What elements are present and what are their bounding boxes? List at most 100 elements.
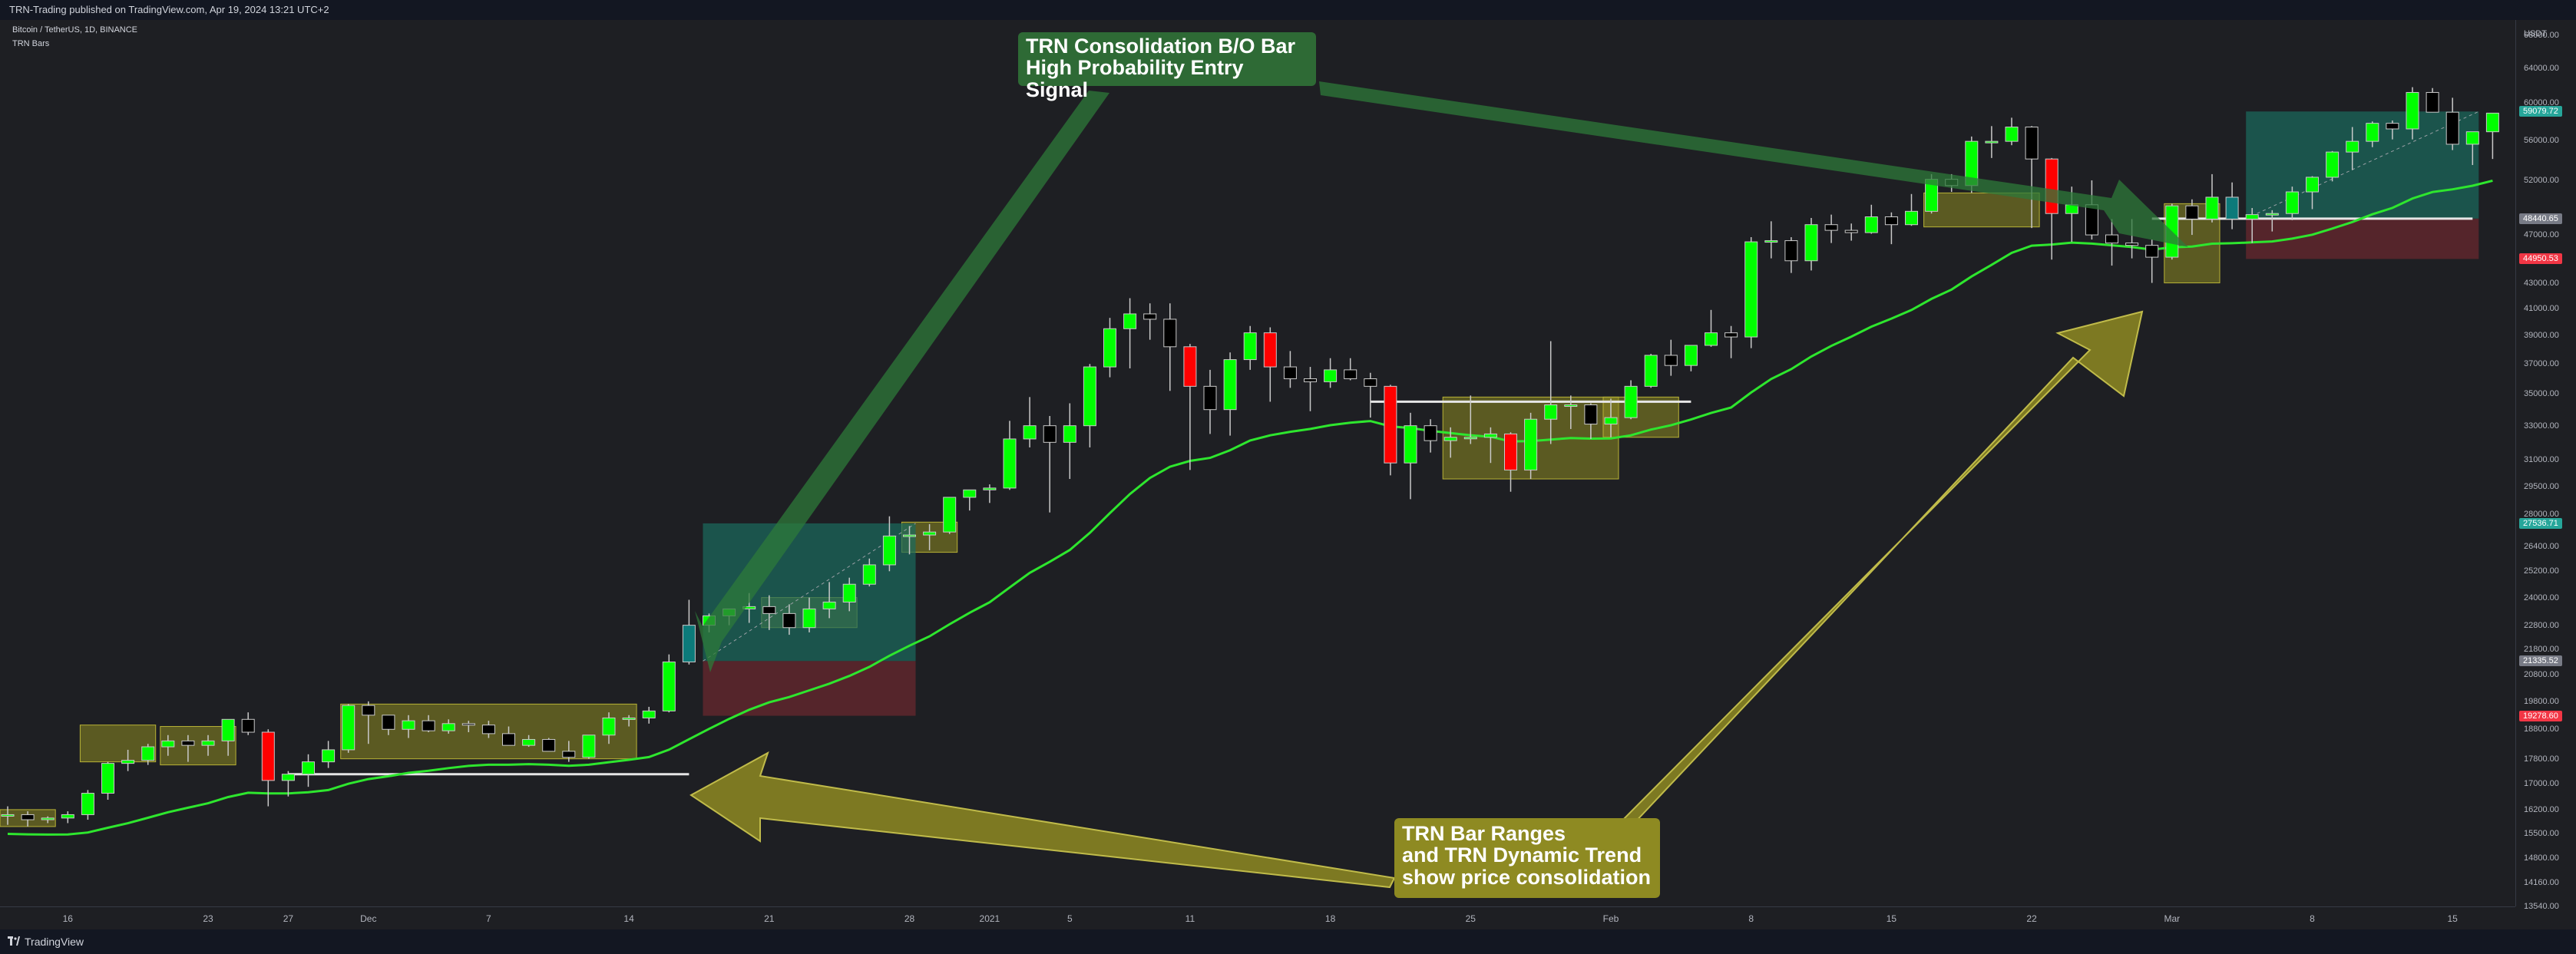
candle-body	[1705, 332, 1718, 346]
price-tick-label: 22800.00	[2524, 620, 2559, 630]
candle-body	[1023, 425, 1037, 440]
candle-body	[461, 723, 475, 726]
position-stop-zone	[703, 661, 916, 716]
candle-body	[201, 740, 215, 746]
time-tick-label: 23	[203, 913, 213, 924]
candle-body	[322, 749, 336, 763]
time-axis[interactable]: 16 23 27 Dec 7 14 21 28 2021 5 11 18 25 Feb 8 15 22 Mar 8 1…	[0, 906, 2515, 930]
price-axis-currency: USDT	[2524, 29, 2547, 38]
candle-body	[562, 751, 576, 758]
callout-line: High Probability Entry Signal	[1026, 56, 1244, 101]
candle-body	[903, 534, 916, 537]
candle-body	[2225, 196, 2239, 220]
candle-body	[1163, 319, 1177, 348]
chart-canvas[interactable]	[0, 20, 2515, 906]
candle-body	[1564, 404, 1578, 408]
dynamic-trend-layer	[7, 179, 2493, 836]
candle-body	[1344, 369, 1357, 380]
candle-body	[2125, 243, 2139, 246]
candle-body	[1664, 355, 1678, 366]
price-tick-label: 28000.00	[2524, 510, 2559, 520]
candle-body	[1884, 216, 1898, 226]
candle-body	[1483, 433, 1497, 438]
time-tick-label: 11	[1185, 913, 1195, 924]
candle-body	[1864, 216, 1878, 233]
candle-body	[382, 715, 395, 730]
candle-body	[1744, 241, 1758, 338]
candle-body	[61, 814, 74, 819]
callout-breakout-signal: TRN Consolidation B/O Bar High Probabili…	[1018, 32, 1316, 101]
candle-body	[1324, 369, 1338, 382]
price-tick-label: 19800.00	[2524, 696, 2559, 706]
price-tick-label: 68000.00	[2524, 31, 2559, 41]
time-tick-label: 2021	[979, 913, 1000, 924]
candle-body	[502, 733, 515, 746]
candle-body	[1103, 328, 1116, 368]
candle-body	[1283, 366, 1297, 380]
price-tick-label: 15500.00	[2524, 829, 2559, 838]
callout-consolidation: TRN Bar Ranges and TRN Dynamic Trend sho…	[1394, 818, 1660, 898]
candle-body	[81, 793, 94, 815]
candle-body	[983, 487, 997, 490]
annotation-arrows-layer	[689, 81, 2188, 889]
symbol-title[interactable]: Bitcoin / TetherUS, 1D, BINANCE	[12, 25, 138, 35]
time-tick-label: Dec	[360, 913, 377, 924]
time-tick-label: 28	[904, 913, 915, 924]
price-tick-label: 39000.00	[2524, 331, 2559, 341]
candle-body	[342, 705, 355, 751]
candle-body	[2306, 177, 2319, 193]
price-axis[interactable]: USDT 68000.00 64000.00 60000.00 56000.00 520…	[2515, 20, 2576, 911]
candle-body	[2406, 91, 2419, 130]
indicator-name[interactable]: TRN Bars	[12, 39, 50, 48]
candle-body	[642, 710, 656, 718]
price-tick-label: 25200.00	[2524, 566, 2559, 576]
price-tick-label: 29500.00	[2524, 481, 2559, 491]
candle-body	[963, 489, 977, 498]
candle-body	[281, 774, 295, 781]
candle-body	[121, 760, 135, 764]
price-badge: 48440.65	[2519, 213, 2562, 224]
trn-bar-ranges-layer	[0, 192, 2221, 827]
candle-body	[1764, 240, 1778, 243]
candle-body	[1443, 437, 1457, 441]
candle-body	[582, 734, 596, 758]
candle-body	[2245, 214, 2259, 220]
price-tick-label: 41000.00	[2524, 304, 2559, 314]
candle-body	[1784, 240, 1798, 262]
time-tick-label: 8	[1748, 913, 1754, 924]
candle-body	[622, 717, 636, 720]
candle-body	[241, 718, 255, 733]
candle-body	[1504, 433, 1517, 470]
candle-body	[2105, 234, 2118, 244]
price-badge: 19278.60	[2519, 710, 2562, 721]
candle-body	[882, 535, 896, 566]
candle-body	[402, 720, 415, 730]
trn-dynamic-trend-line	[7, 179, 2493, 836]
candle-body	[441, 723, 455, 731]
candle-body	[1804, 224, 1818, 262]
candle-body	[1384, 385, 1397, 464]
price-tick-label: 17000.00	[2524, 779, 2559, 788]
time-tick-label: 27	[283, 913, 294, 924]
candle-body	[1724, 332, 1738, 338]
price-tick-label: 13540.00	[2524, 902, 2559, 911]
price-badge: 21335.52	[2519, 655, 2562, 667]
candle-body	[41, 817, 55, 820]
candle-body	[542, 738, 556, 752]
candle-body	[261, 731, 275, 781]
candle-body	[2025, 127, 2039, 160]
time-tick-label: 22	[2026, 913, 2037, 924]
candle-body	[1203, 385, 1217, 411]
price-tick-label: 43000.00	[2524, 278, 2559, 288]
candle-body	[2005, 127, 2019, 142]
price-tick-label: 18800.00	[2524, 725, 2559, 734]
candle-body	[822, 601, 836, 609]
price-tick-label: 20800.00	[2524, 670, 2559, 680]
arrow-to-breakout-2	[1319, 81, 2188, 247]
candle-body	[1123, 313, 1137, 329]
candle-body	[2205, 196, 2219, 220]
candle-body	[1624, 385, 1638, 418]
time-tick-label: 15	[1886, 913, 1897, 924]
candle-body	[1584, 404, 1598, 425]
callout-line: show price consolidation	[1402, 865, 1652, 889]
